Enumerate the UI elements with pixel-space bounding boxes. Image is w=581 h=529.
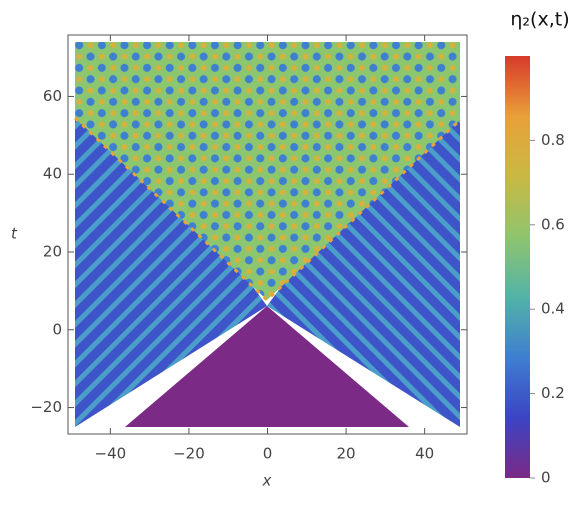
colorbar-tick-label: 0 [541,469,551,487]
colorbar-title: η₂(x,t) [510,9,569,31]
y-tick-label: 20 [43,243,62,261]
zero-region [125,306,409,427]
y-tick-label: −20 [30,398,62,416]
interference-region [75,42,460,300]
x-tick-label: −40 [95,445,127,463]
colorbar [505,56,530,478]
x-tick-label: −20 [173,445,205,463]
density-field [73,42,462,427]
colorbar-tick-label: 0.2 [541,384,565,402]
y-tick-label: 60 [43,87,62,105]
x-tick-label: 20 [337,445,356,463]
x-tick-label: 40 [415,445,434,463]
wavefront [73,116,462,303]
y-axis-label: t [11,225,18,243]
x-axis-label: x [262,472,272,490]
x-tick-label: 0 [263,445,273,463]
colorbar-tick-label: 0.4 [541,300,565,318]
colorbar-tick-label: 0.6 [541,215,565,233]
y-tick-label: 40 [43,165,62,183]
y-tick-label: 0 [52,320,62,338]
colorbar-tick-label: 0.8 [541,131,565,149]
